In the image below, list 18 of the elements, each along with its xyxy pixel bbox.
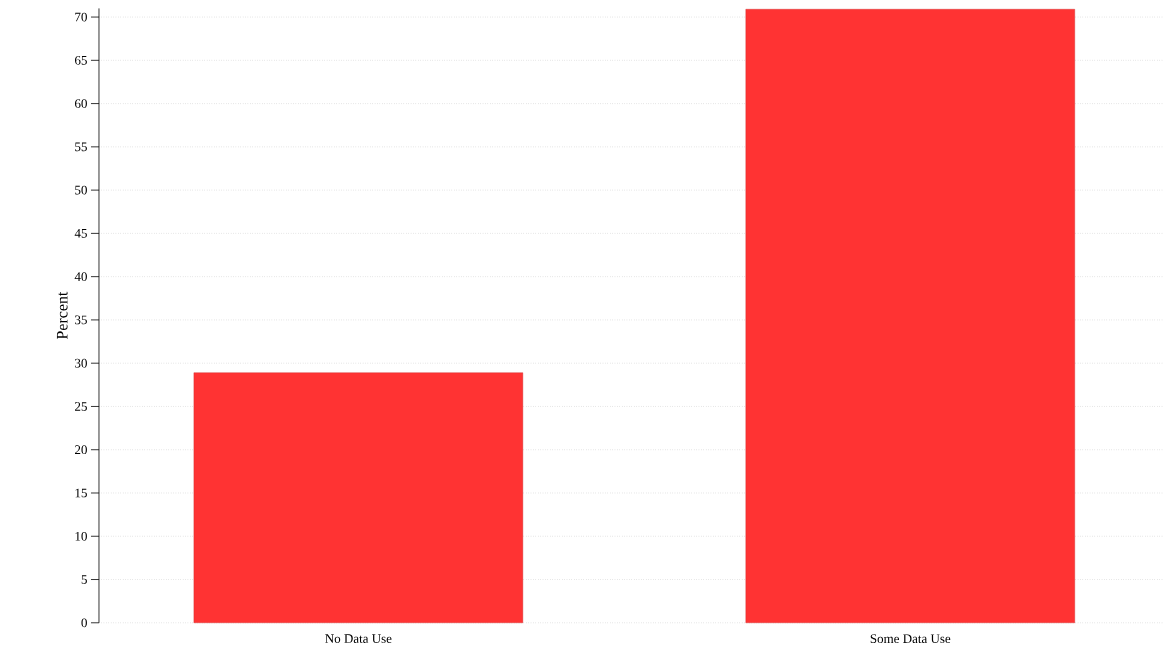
y-tick-label: 25 <box>75 402 87 411</box>
y-tick-label: 15 <box>75 488 87 498</box>
y-axis-title: Percent <box>56 291 68 340</box>
y-tick-label: 45 <box>74 229 87 238</box>
y-tick-label: 40 <box>74 272 87 282</box>
x-tick-label: No Data Use <box>325 634 392 644</box>
y-tick-label: 30 <box>75 358 87 368</box>
x-tick-label: Some Data Use <box>870 634 951 644</box>
y-tick-label: 20 <box>75 445 87 455</box>
y-tick-label: 60 <box>75 99 87 109</box>
y-tick-label: 0 <box>81 618 87 628</box>
y-tick-label: 10 <box>75 531 87 541</box>
y-tick-label: 50 <box>75 185 87 195</box>
y-tick-label: 35 <box>75 315 87 325</box>
y-tick-label: 65 <box>75 56 87 65</box>
y-tick-label: 55 <box>75 142 87 152</box>
y-tick-label: 70 <box>75 12 87 22</box>
y-tick-label: 5 <box>81 575 87 584</box>
